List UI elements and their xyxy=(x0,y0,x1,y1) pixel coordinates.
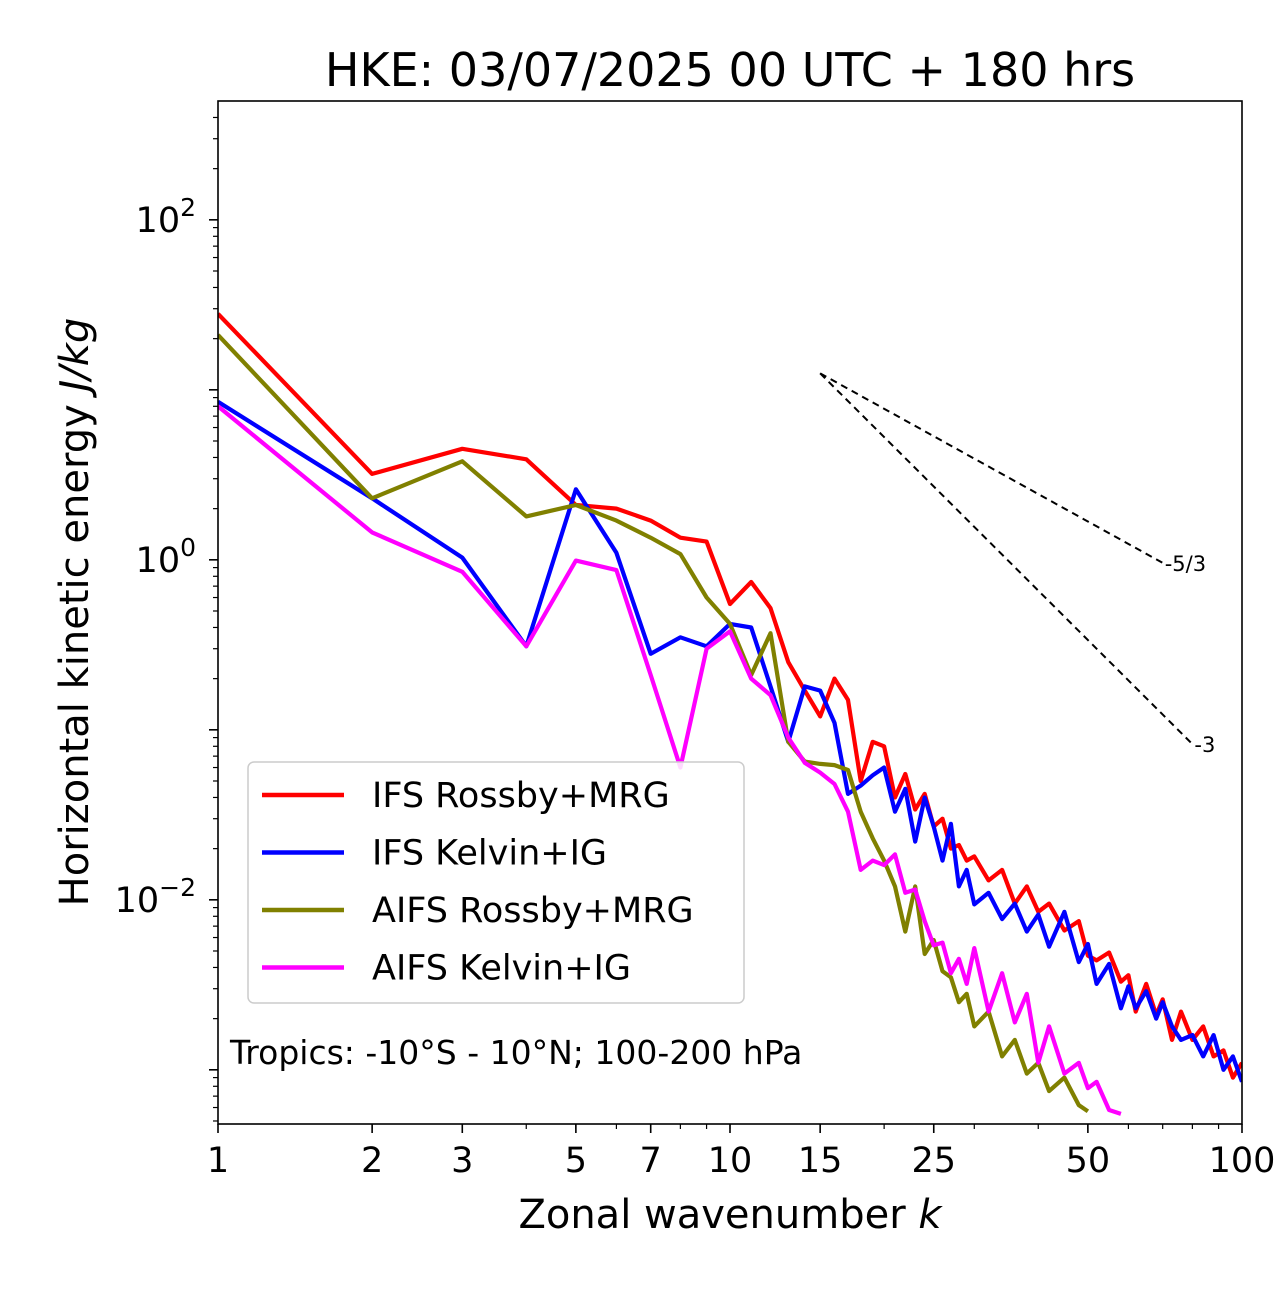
region-annotation: Tropics: -10°S - 10°N; 100-200 hPa xyxy=(229,1033,802,1072)
y-tick-label: 100 xyxy=(136,533,196,581)
reference-slope-labels: -5/3 -3 xyxy=(1165,552,1216,757)
x-tick-label: 50 xyxy=(1066,1141,1111,1181)
reference-line-0 xyxy=(819,372,1164,564)
x-tick-label: 10 xyxy=(708,1141,753,1181)
y-axis: 102 100 10−2 xyxy=(115,116,218,1122)
x-axis-label: Zonal wavenumber k xyxy=(518,1192,943,1238)
legend-label-1: IFS Kelvin+IG xyxy=(372,834,607,874)
x-tick-label: 15 xyxy=(798,1141,843,1181)
series-line-3 xyxy=(218,404,1122,1116)
series-line-2 xyxy=(218,333,1090,1114)
x-tick-label: 3 xyxy=(451,1141,473,1181)
x-tick-label: 100 xyxy=(1209,1141,1276,1181)
legend-label-3: AIFS Kelvin+IG xyxy=(372,949,631,989)
x-tick-label: 7 xyxy=(640,1141,662,1181)
reference-label-0: -5/3 xyxy=(1165,552,1206,576)
x-tick-label: 1 xyxy=(207,1141,229,1181)
reference-label-1: -3 xyxy=(1194,733,1215,757)
chart-title: HKE: 03/07/2025 00 UTC + 180 hrs xyxy=(325,43,1135,97)
reference-slope-lines xyxy=(819,372,1194,745)
x-axis: 1 2 3 5 7 10 15 25 50 100 xyxy=(207,1124,1276,1181)
x-tick-label: 2 xyxy=(361,1141,383,1181)
y-tick-label: 102 xyxy=(136,193,196,241)
y-tick-label: 10−2 xyxy=(115,873,196,921)
legend-box xyxy=(247,761,745,1004)
y-axis-label: Horizontal kinetic energy J/kg xyxy=(52,318,98,907)
x-tick-label: 25 xyxy=(911,1141,956,1181)
reference-line-1 xyxy=(819,372,1194,745)
legend-label-2: AIFS Rossby+MRG xyxy=(372,891,694,931)
data-series xyxy=(218,312,1242,1116)
legend-label-0: IFS Rossby+MRG xyxy=(372,776,670,816)
legend: IFS Rossby+MRG IFS Kelvin+IG AIFS Rossby+M… xyxy=(247,761,745,1004)
x-tick-label: 5 xyxy=(565,1141,587,1181)
